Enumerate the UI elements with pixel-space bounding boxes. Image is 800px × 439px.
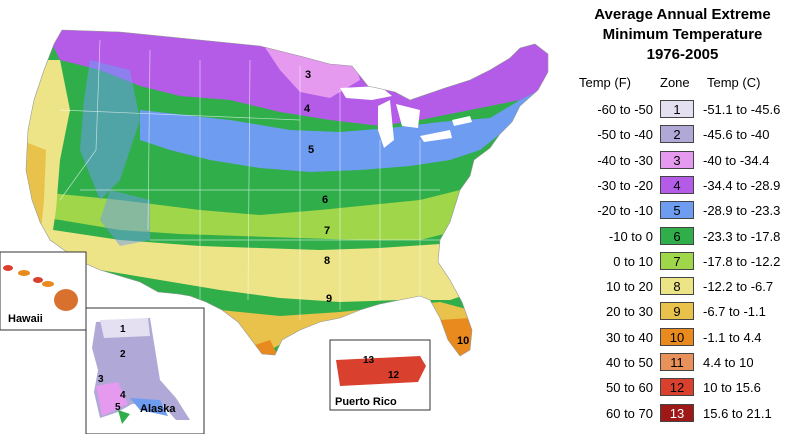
- legend-temp-f: 60 to 70: [606, 405, 653, 421]
- legend-zone-swatch: 2: [660, 125, 694, 144]
- legend-row: -10 to 0 6 -23.3 to -17.8: [565, 225, 800, 249]
- alaska-zone-label: 2: [120, 349, 126, 360]
- legend-temp-c: -12.2 to -6.7: [703, 279, 774, 295]
- legend-zone-swatch: 7: [660, 251, 694, 270]
- map-zone-label: 5: [308, 144, 314, 156]
- map-zone-label: 4: [304, 103, 311, 115]
- alaska-zone-label: 3: [98, 374, 104, 385]
- legend-header-zone: Zone: [660, 75, 690, 90]
- legend-temp-c: -34.4 to -28.9: [703, 177, 781, 193]
- map-svg: 3 4 5 6 7 8 9 10 Hawaii: [0, 29, 549, 435]
- legend-temp-f: 20 to 30: [606, 304, 653, 320]
- puerto-rico-label: Puerto Rico: [335, 396, 397, 408]
- map-zone-label: 3: [305, 69, 311, 81]
- alaska-zone-label: 1: [120, 324, 126, 335]
- legend-temp-f: 50 to 60: [606, 380, 653, 396]
- alaska-zone-label: 4: [120, 390, 126, 401]
- legend-zone-swatch: 13: [660, 403, 694, 422]
- legend-zone-swatch: 4: [660, 175, 694, 194]
- legend-zone-swatch: 1: [660, 100, 694, 118]
- legend-zone-swatch: 3: [660, 150, 694, 169]
- alaska-zone-label: 5: [115, 402, 121, 413]
- alaska-inset: 1 2 3 4 5 Alaska: [85, 307, 205, 435]
- map-zone-labels: 3 4 5 6 7 8 9 10: [304, 69, 469, 347]
- legend-temp-f: 30 to 40: [606, 329, 653, 345]
- legend-temp-c: -45.6 to -40: [703, 127, 770, 143]
- legend-temp-c: -40 to -34.4: [703, 152, 770, 168]
- legend-temp-f: 0 to 10: [613, 253, 653, 269]
- map-zone-label: 6: [322, 194, 328, 206]
- legend-zone-swatch: 5: [660, 201, 694, 220]
- legend-zone-swatch: 6: [660, 226, 694, 245]
- map-zone-label: 8: [324, 255, 330, 267]
- legend-temp-c: -17.8 to -12.2: [703, 253, 781, 269]
- legend: Average Annual Extreme Minimum Temperatu…: [565, 0, 800, 434]
- legend-temp-f: 10 to 20: [606, 279, 653, 295]
- legend-row: 40 to 50 11 4.4 to 10: [565, 351, 800, 375]
- map-zone-label: 9: [326, 293, 332, 305]
- legend-temp-f: -40 to -30: [597, 152, 653, 168]
- legend-temp-c: -51.1 to -45.6: [703, 102, 781, 117]
- legend-temp-f: -30 to -20: [597, 177, 653, 193]
- legend-temp-c: 4.4 to 10: [703, 355, 754, 370]
- hawaii-label: Hawaii: [8, 313, 43, 325]
- legend-temp-f: -60 to -50: [597, 102, 653, 117]
- legend-row: 50 to 60 12 10 to 15.6: [565, 376, 800, 400]
- map-zone-label: 7: [324, 225, 330, 237]
- legend-zone-swatch: 11: [660, 353, 694, 371]
- legend-temp-f: -20 to -10: [597, 203, 653, 219]
- legend-row: -20 to -10 5 -28.9 to -23.3: [565, 199, 800, 223]
- legend-temp-c: -1.1 to 4.4: [703, 329, 762, 345]
- legend-title-line-3: 1976-2005: [646, 46, 719, 63]
- legend-temp-c: 15.6 to 21.1: [703, 405, 772, 421]
- legend-zone-swatch: 12: [660, 378, 694, 397]
- legend-zone-swatch: 10: [660, 327, 694, 346]
- alaska-label: Alaska: [140, 403, 176, 415]
- legend-temp-f: 40 to 50: [606, 355, 653, 370]
- legend-temp-f: -50 to -40: [597, 127, 653, 143]
- legend-row: 60 to 70 13 15.6 to 21.1: [565, 402, 800, 426]
- puerto-rico-inset: 13 12 Puerto Rico: [329, 339, 431, 411]
- legend-title-line-2: Minimum Temperature: [602, 26, 763, 43]
- legend-temp-f: -10 to 0: [608, 228, 653, 244]
- legend-header-temp-f: Temp (F): [579, 75, 631, 90]
- legend-temp-c: -28.9 to -23.3: [703, 203, 781, 219]
- legend-row: -40 to -30 3 -40 to -34.4: [565, 149, 800, 173]
- legend-row: 20 to 30 9 -6.7 to -1.1: [565, 300, 800, 324]
- legend-row: 30 to 40 10 -1.1 to 4.4: [565, 326, 800, 350]
- legend-temp-c: -6.7 to -1.1: [703, 304, 766, 320]
- hawaii-inset: Hawaii: [0, 251, 87, 331]
- pr-zone-label: 13: [363, 355, 375, 366]
- hardiness-zone-map: 3 4 5 6 7 8 9 10 Hawaii: [0, 29, 549, 435]
- legend-row: 10 to 20 8 -12.2 to -6.7: [565, 275, 800, 299]
- legend-row: -30 to -20 4 -34.4 to -28.9: [565, 174, 800, 198]
- us-outline: [25, 29, 549, 357]
- contiguous-us: [26, 30, 548, 356]
- legend-temp-c: -23.3 to -17.8: [703, 228, 781, 244]
- map-zone-label: 10: [457, 335, 469, 347]
- state-borders: [59, 39, 440, 320]
- legend-zone-swatch: 9: [660, 302, 694, 321]
- pr-zone-label: 12: [388, 370, 400, 381]
- legend-row: -50 to -40 2 -45.6 to -40: [565, 123, 800, 147]
- legend-row: 0 to 10 7 -17.8 to -12.2: [565, 250, 800, 274]
- legend-temp-c: 10 to 15.6: [703, 380, 761, 396]
- legend-row: -60 to -50 1 -51.1 to -45.6: [565, 98, 800, 122]
- legend-zone-swatch: 8: [660, 277, 694, 296]
- legend-header-temp-c: Temp (C): [707, 75, 761, 90]
- legend-title-line-1: Average Annual Extreme: [594, 6, 771, 23]
